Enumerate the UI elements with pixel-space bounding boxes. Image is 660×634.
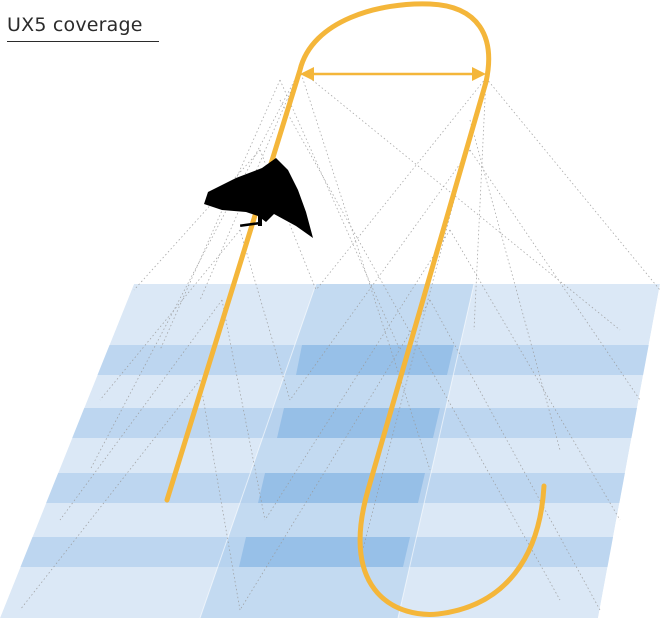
coverage-grid <box>0 284 660 618</box>
coverage-column-lines <box>199 284 475 618</box>
overlap-cell <box>277 408 440 438</box>
overlap-cell <box>239 537 410 567</box>
flight-path <box>164 1 547 617</box>
coverage-overlaps <box>239 345 454 567</box>
flight-path-line <box>164 1 547 617</box>
track-spacing-arrow <box>300 67 486 81</box>
title-underline <box>7 41 159 42</box>
fixed-wing-uav-icon <box>204 158 313 238</box>
overlap-cell <box>258 473 425 503</box>
diagram-title: UX5 coverage <box>7 14 143 36</box>
overlap-cell <box>296 345 454 375</box>
